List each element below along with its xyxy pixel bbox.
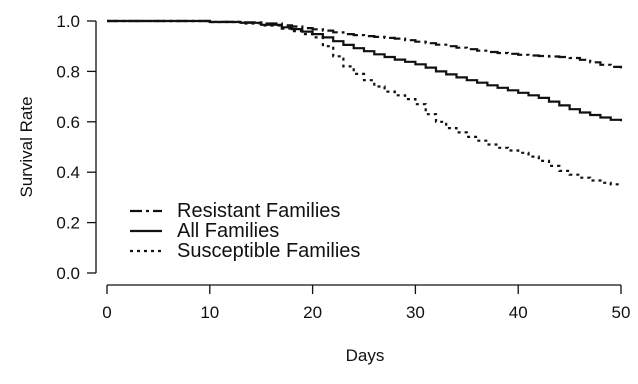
x-tick-label: 50 (612, 303, 631, 322)
legend-label: Resistant Families (177, 200, 340, 222)
axes: 0.0 0.2 0.4 0.6 0.8 1.0 0 10 20 30 40 50 (56, 12, 630, 322)
x-tick-label: 10 (200, 303, 219, 322)
series-layer (107, 19, 623, 186)
y-tick-label: 0.8 (56, 62, 80, 81)
y-tick-label: 0.6 (56, 113, 80, 132)
y-tick-label: 0.2 (56, 214, 80, 233)
y-tick-label: 0.4 (56, 163, 80, 182)
legend-label: All Families (177, 220, 279, 242)
x-tick-label: 20 (303, 303, 322, 322)
y-tick-label: 0.0 (56, 264, 80, 283)
y-tick-label: 1.0 (56, 12, 80, 31)
x-tick-label: 0 (102, 303, 111, 322)
x-tick-label: 40 (509, 303, 528, 322)
y-axis-title: Survival Rate (17, 96, 36, 197)
x-tick-label: 30 (406, 303, 425, 322)
series-line-1 (107, 19, 623, 69)
series-line-3 (107, 19, 623, 186)
x-axis-title: Days (346, 346, 385, 365)
legend-label: Susceptible Families (177, 240, 360, 262)
